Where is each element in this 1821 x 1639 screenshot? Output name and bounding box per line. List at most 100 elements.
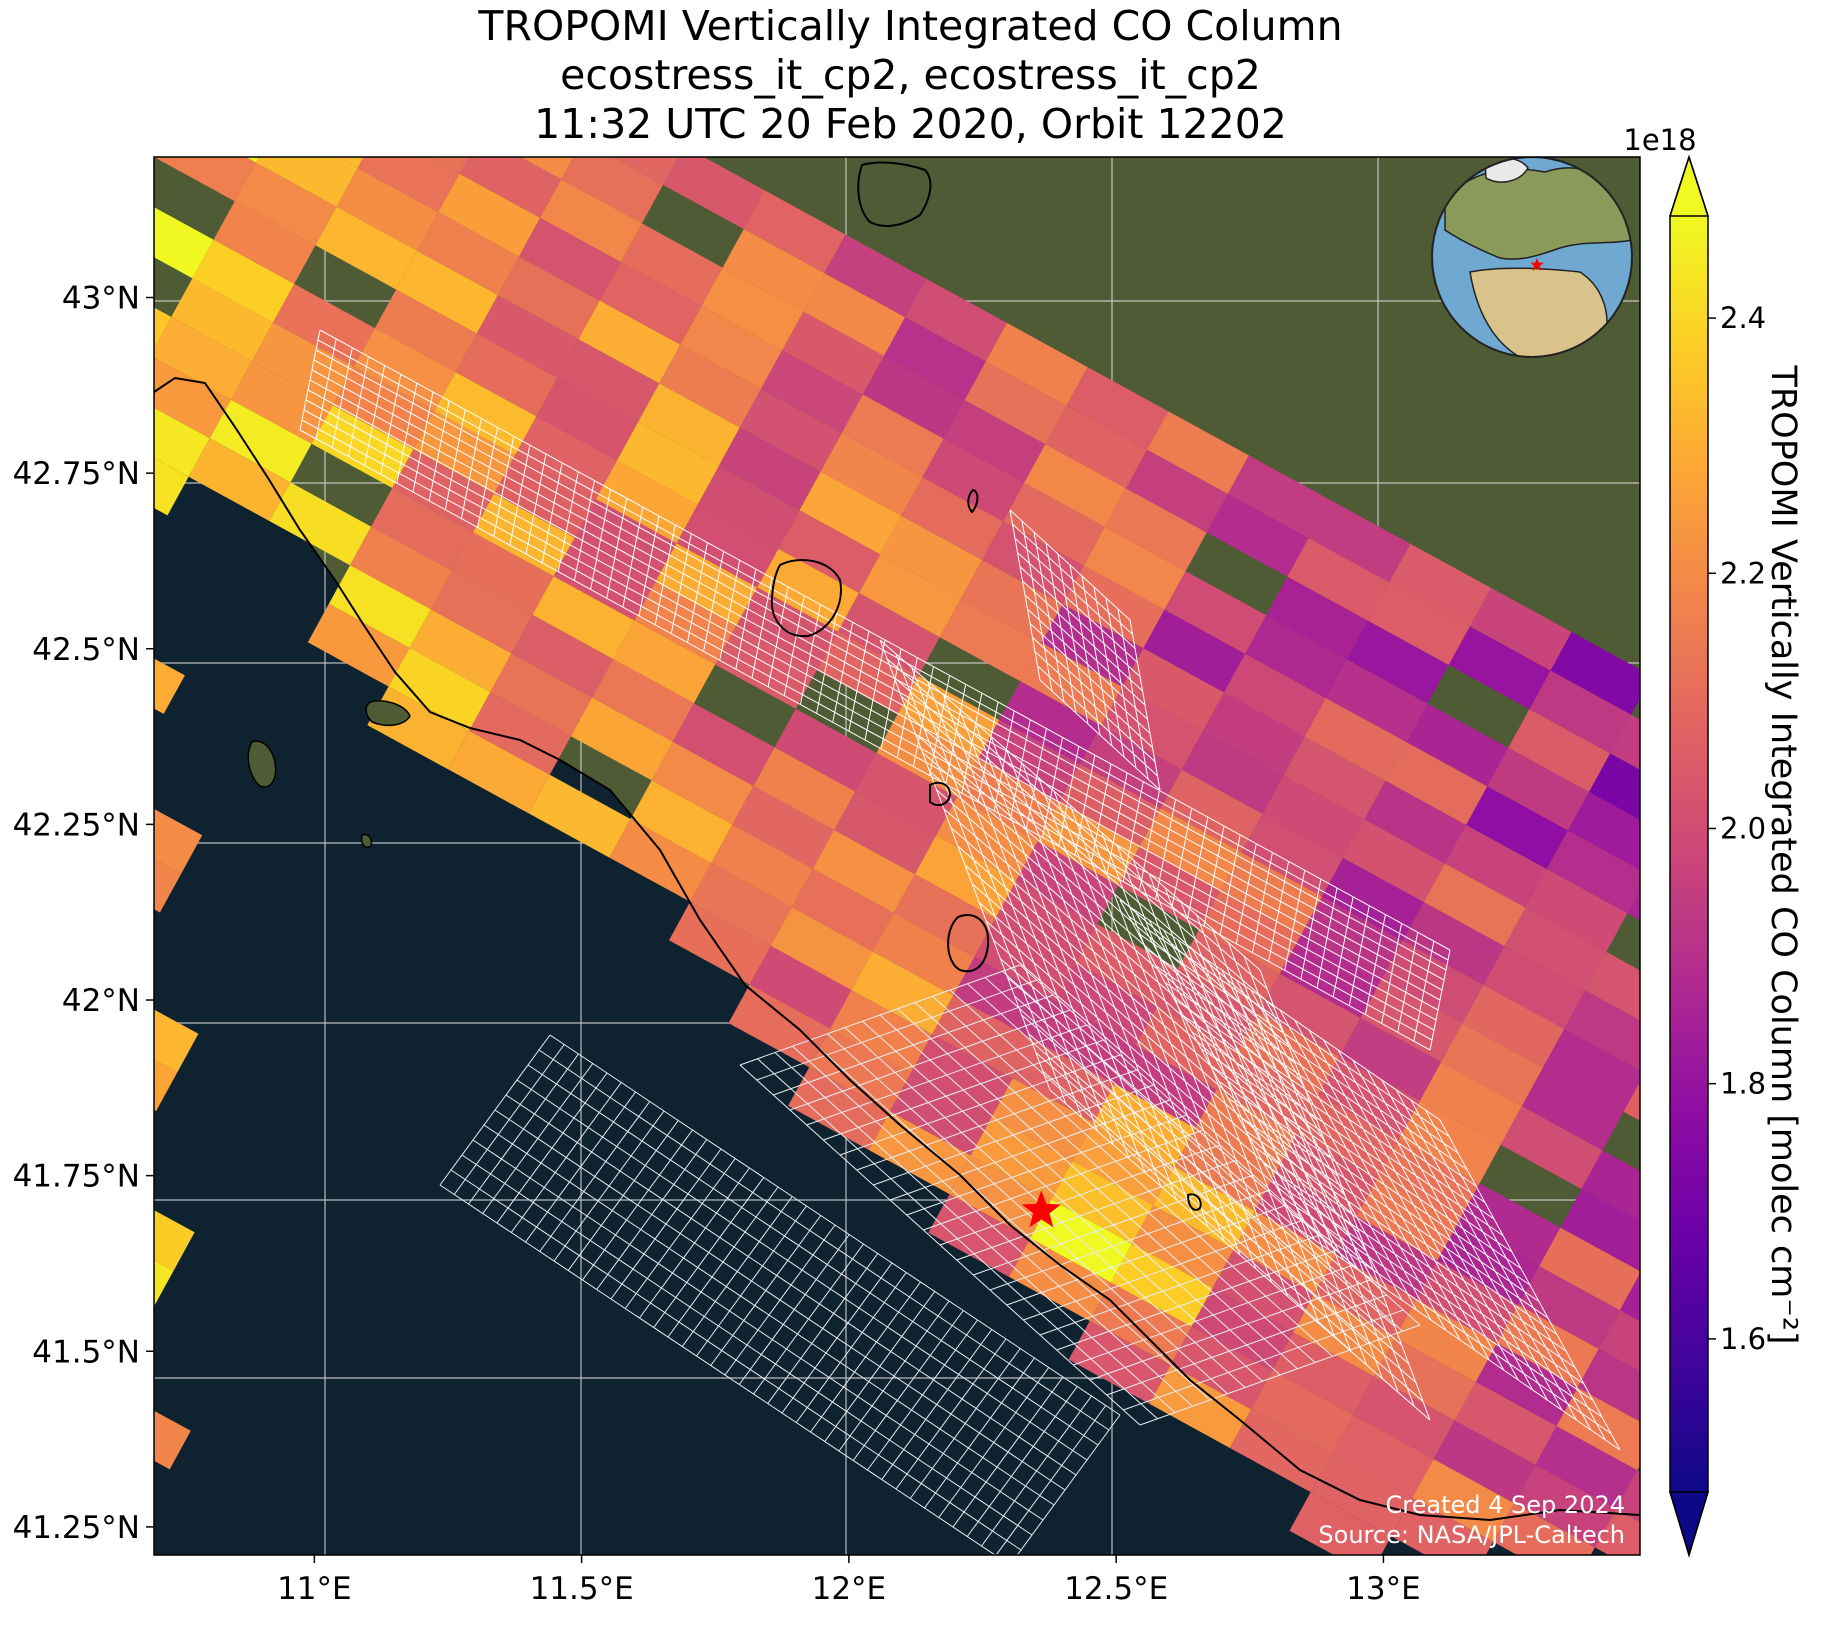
argentario	[365, 700, 411, 727]
footprint-line	[461, 1154, 1033, 1536]
colorbar-tick-label: 2.0	[1720, 811, 1766, 845]
co-pixel	[1308, 499, 1411, 583]
co-pixel	[651, 741, 754, 825]
co-pixel	[914, 835, 1017, 919]
footprint-line	[957, 845, 1339, 1177]
co-pixel	[476, 295, 579, 378]
co-pixel	[1508, 709, 1611, 792]
co-pixel	[592, 659, 694, 742]
co-pixel	[809, 1028, 911, 1112]
source-credit: Source: NASA/JPL-Caltech	[1318, 1521, 1625, 1549]
footprint-line	[827, 1033, 1228, 1395]
colorbar-tick-label: 2.4	[1720, 301, 1766, 335]
footprint-line	[792, 1045, 1193, 1407]
co-pixel	[701, 267, 804, 351]
co-pixel	[774, 708, 877, 792]
island-giglio	[247, 740, 277, 788]
co-pixel	[1514, 1464, 1616, 1548]
co-pixel	[672, 703, 775, 786]
x-tick-label: 12.5°E	[1064, 1571, 1168, 1607]
co-pixel	[1083, 527, 1186, 610]
colorbar-extend-max	[1668, 154, 1710, 217]
co-pixel	[862, 355, 965, 439]
footprint-line	[929, 770, 1310, 1102]
co-pixel	[1423, 863, 1526, 947]
co-pixel	[743, 190, 846, 274]
co-pixel	[872, 912, 975, 996]
x-tick-label: 13°E	[1346, 1571, 1421, 1607]
title-line-2: ecostress_it_cp2, ecostress_it_cp2	[560, 51, 1261, 99]
footprint-line	[1009, 509, 1131, 621]
co-pixel	[1310, 1453, 1413, 1537]
co-pixel	[1539, 1227, 1640, 1311]
co-pixel	[154, 658, 185, 714]
co-pixel	[978, 719, 1080, 803]
co-pixel	[676, 504, 779, 588]
co-pixel	[1346, 620, 1449, 704]
x-tick-label: 12°E	[812, 1571, 887, 1607]
co-pixel	[154, 316, 252, 400]
co-pixel	[711, 824, 813, 908]
co-pixel	[1577, 1348, 1640, 1422]
co-pixel	[620, 223, 723, 307]
footprint-line	[1218, 1081, 1540, 1302]
co-pixel	[1304, 698, 1407, 781]
co-pixel	[778, 510, 881, 593]
x-axis-ticks: 11°E 11.5°E 12°E 12.5°E 13°E	[277, 1555, 1421, 1607]
footprint-line	[1164, 982, 1486, 1203]
footprint-line	[1191, 1031, 1513, 1253]
co-pixel	[1024, 444, 1126, 527]
co-pixel	[574, 499, 677, 582]
co-pixel	[1458, 1183, 1561, 1267]
co-pixel	[388, 647, 491, 731]
co-pixel	[1051, 1161, 1154, 1244]
co-pixel	[154, 1059, 178, 1111]
footprint-line	[1146, 949, 1468, 1170]
co-pixel	[1616, 1470, 1640, 1522]
co-pixel	[722, 229, 825, 312]
co-pixel	[1233, 1210, 1336, 1294]
ecostress-footprints	[299, 329, 1621, 1555]
title-line-1: TROPOMI Vertically Integrated CO Column	[478, 2, 1343, 50]
footprint-line	[950, 827, 1332, 1158]
co-pixel	[315, 206, 418, 290]
footprint-line	[914, 1002, 1316, 1363]
footprint-line	[900, 695, 1282, 1027]
footprint-line	[1014, 537, 1136, 649]
inset-globe	[1431, 157, 1633, 358]
co-pixel	[680, 306, 783, 389]
co-pixel	[469, 692, 571, 775]
footprint-line	[1200, 1048, 1522, 1269]
co-pixel	[663, 157, 765, 229]
co-pixel	[1389, 543, 1491, 627]
co-pixel	[536, 377, 639, 461]
co-pixel	[1564, 990, 1640, 1071]
co-pixel	[269, 482, 372, 566]
co-pixel	[557, 339, 660, 422]
co-pixel	[1131, 1205, 1234, 1288]
colorbar-gradient	[1670, 216, 1708, 1492]
y-tick-label: 43°N	[62, 281, 140, 317]
co-pixel	[1101, 686, 1203, 770]
co-pixel	[245, 157, 259, 163]
co-pixel	[1080, 725, 1182, 809]
footprint-line	[299, 429, 1431, 1051]
co-pixel	[337, 157, 364, 169]
y-tick-label: 41.25°N	[13, 1510, 140, 1546]
co-pixel	[859, 554, 961, 638]
co-pixel	[255, 157, 358, 207]
co-pixel	[1433, 1420, 1536, 1504]
co-pixel	[336, 168, 439, 251]
co-pixel	[1089, 1282, 1192, 1366]
footprint-line	[1042, 1070, 1424, 1402]
co-pixel	[964, 361, 1067, 445]
co-pixel	[561, 157, 663, 224]
co-pixel	[884, 317, 986, 401]
co-pixel	[209, 399, 312, 483]
co-pixel	[970, 1117, 1073, 1200]
co-pixel	[154, 307, 172, 349]
co-pixel	[154, 808, 203, 874]
co-pixel	[757, 548, 859, 632]
footprint-line	[1019, 566, 1141, 678]
co-pixel	[739, 388, 842, 472]
